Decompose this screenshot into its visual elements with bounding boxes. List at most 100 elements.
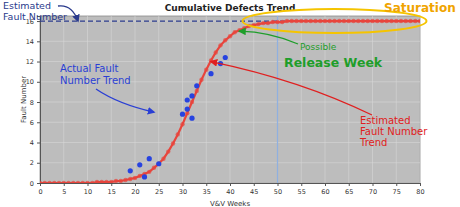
line-marker: [404, 19, 408, 23]
x-tick: 5: [62, 183, 66, 196]
grid-line-y: [40, 41, 420, 42]
line-marker: [199, 78, 203, 82]
line-marker: [100, 180, 104, 183]
line-marker: [233, 30, 237, 34]
line-marker: [347, 19, 351, 23]
y-tick: 0: [30, 180, 40, 188]
x-tick-mark: [325, 183, 326, 186]
line-marker: [176, 132, 180, 136]
line-marker: [323, 19, 327, 23]
line-marker: [328, 19, 332, 23]
x-tick-label: 25: [155, 188, 163, 196]
x-tick: 80: [416, 183, 424, 196]
line-marker: [389, 19, 393, 23]
line-marker: [190, 100, 194, 104]
line-marker: [214, 50, 218, 54]
x-tick-label: 30: [179, 188, 187, 196]
grid-line-y: [40, 162, 420, 163]
x-tick-label: 15: [108, 188, 116, 196]
annotation-text: Release Week: [284, 55, 383, 70]
line-marker: [313, 19, 317, 23]
scatter-point: [208, 71, 213, 76]
line-marker: [275, 20, 279, 24]
annotation-text: Estimated: [360, 115, 411, 126]
y-tick-label: 0: [30, 180, 34, 188]
y-tick-mark: [37, 163, 40, 164]
grid-line-y: [40, 102, 420, 103]
y-tick: 2: [30, 159, 40, 167]
x-tick: 15: [108, 183, 116, 196]
line-marker: [43, 181, 47, 183]
line-marker: [366, 19, 370, 23]
annotation-text: Actual Fault: [60, 63, 119, 74]
x-axis-line: [41, 184, 421, 187]
y-axis-title: Fault Number: [20, 76, 28, 123]
x-tick-mark: [230, 183, 231, 186]
line-marker: [242, 26, 246, 30]
x-tick-mark: [88, 183, 89, 186]
line-marker: [71, 181, 75, 183]
x-tick: 35: [203, 183, 211, 196]
line-marker: [95, 180, 99, 183]
x-tick-mark: [159, 183, 160, 186]
annotation-text: Estimated: [3, 0, 51, 11]
line-marker: [47, 181, 51, 183]
x-tick: 55: [298, 183, 306, 196]
line-marker: [261, 21, 265, 25]
line-marker: [66, 181, 70, 183]
plot-marks: [40, 16, 420, 183]
scatter-point: [180, 112, 185, 117]
line-marker: [271, 20, 275, 24]
line-marker: [385, 19, 389, 23]
scatter-point: [137, 162, 142, 167]
line-marker: [361, 19, 365, 23]
y-tick-label: 12: [26, 58, 34, 66]
line-marker: [128, 177, 132, 181]
x-tick-label: 65: [345, 188, 353, 196]
annotation-text: Fault Number: [3, 11, 67, 22]
y-tick-mark: [37, 41, 40, 42]
y-tick: 4: [30, 139, 40, 147]
x-tick: 40: [226, 183, 234, 196]
x-tick: 10: [84, 183, 92, 196]
x-tick-label: 10: [84, 188, 92, 196]
line-marker: [294, 19, 298, 23]
line-marker: [290, 19, 294, 23]
x-tick: 20: [131, 183, 139, 196]
line-marker: [318, 19, 322, 23]
y-tick-label: 14: [26, 38, 34, 46]
reference-line: [277, 16, 278, 183]
line-marker: [375, 19, 379, 23]
x-tick-mark: [135, 183, 136, 186]
scatter-point: [189, 93, 194, 98]
annotation-text: Fault Number: [360, 126, 428, 137]
line-marker: [228, 34, 232, 38]
x-tick-label: 70: [369, 188, 377, 196]
x-tick-label: 5: [62, 188, 66, 196]
line-marker: [342, 19, 346, 23]
line-marker: [223, 38, 227, 42]
x-tick-mark: [396, 183, 397, 186]
x-tick-mark: [206, 183, 207, 186]
line-marker: [299, 19, 303, 23]
annotation-text: Number Trend: [60, 75, 131, 86]
line-marker: [40, 181, 42, 183]
x-tick-label: 50: [274, 188, 282, 196]
y-tick-label: 2: [30, 159, 34, 167]
y-axis-line: [37, 17, 41, 184]
x-tick-mark: [373, 183, 374, 186]
x-tick-label: 75: [393, 188, 401, 196]
line-marker: [309, 19, 313, 23]
line-marker: [418, 19, 420, 23]
y-tick-mark: [37, 62, 40, 63]
line-marker: [356, 19, 360, 23]
line-marker: [157, 162, 161, 166]
line-marker: [85, 181, 89, 183]
x-tick-mark: [301, 183, 302, 186]
annotation-text: Saturation: [384, 1, 456, 15]
scatter-point: [128, 168, 133, 173]
y-tick-label: 4: [30, 139, 34, 147]
line-marker: [166, 149, 170, 153]
scatter-point: [185, 97, 190, 102]
x-tick: 25: [155, 183, 163, 196]
